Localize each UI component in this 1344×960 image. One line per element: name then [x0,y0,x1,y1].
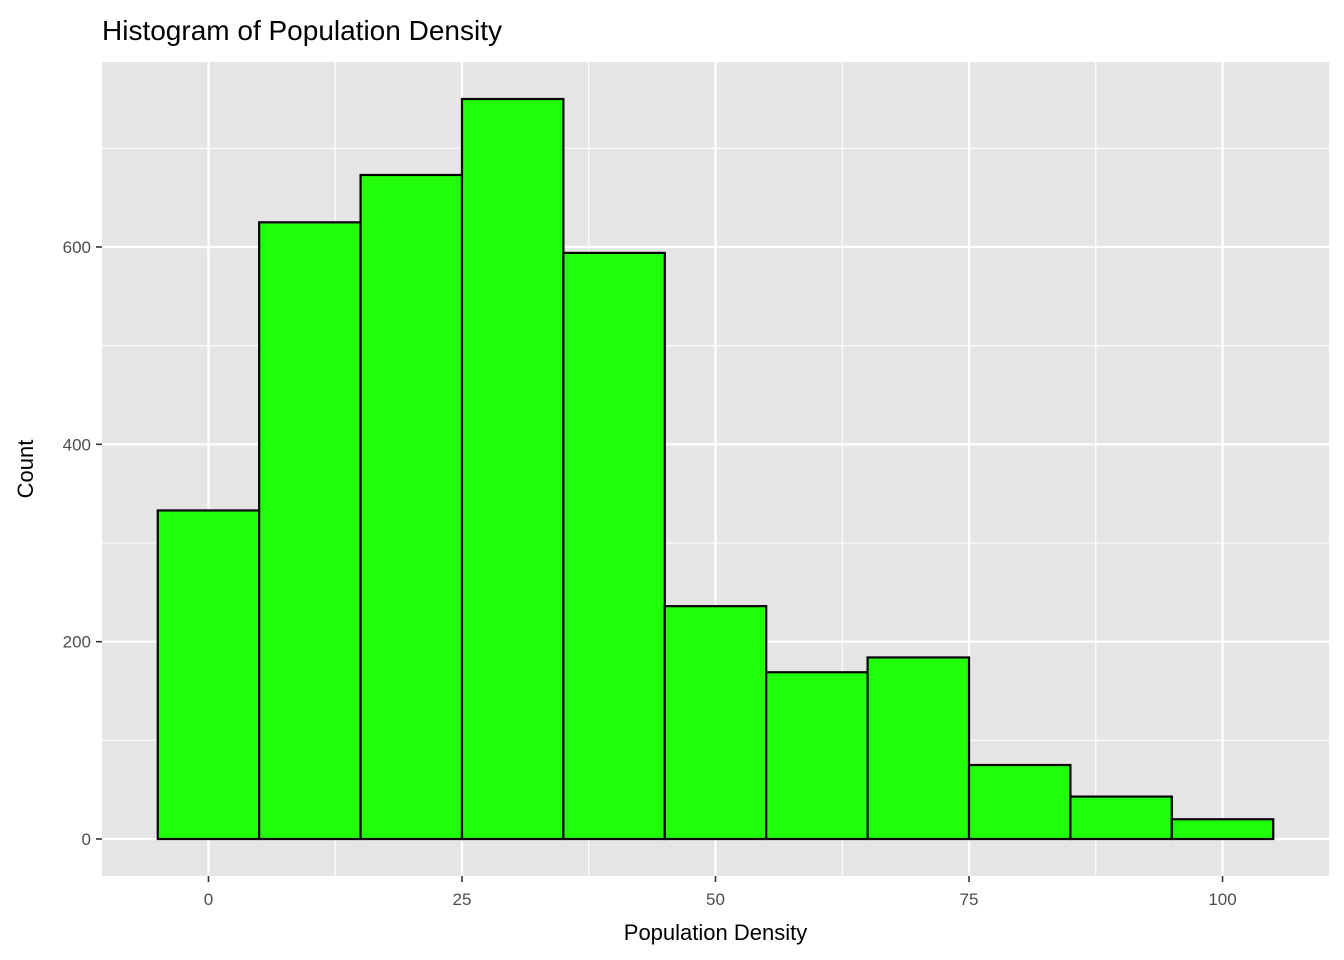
histogram-bar [1170,818,1275,841]
histogram-bar [967,763,1072,841]
y-tick-label: 200 [63,633,91,652]
y-axis-title: Count [13,440,38,499]
histogram-bar [663,605,768,841]
histogram-bar [156,509,261,841]
histogram-bar [258,221,362,841]
chart-title: Histogram of Population Density [102,15,502,46]
histogram-bar [866,656,971,841]
y-tick-label: 600 [63,238,91,257]
histogram-bar [359,173,464,841]
y-tick-label: 400 [63,435,91,454]
x-tick-label: 50 [706,890,725,909]
x-tick-label: 100 [1208,890,1236,909]
x-tick-label: 25 [453,890,472,909]
histogram-bar [1069,795,1173,841]
histogram-bar [765,671,869,841]
x-axis: 0 25 50 75 100 [204,876,1237,909]
x-tick-label: 75 [960,890,979,909]
x-axis-title: Population Density [624,920,807,945]
y-tick-label: 0 [82,830,91,849]
y-axis: 0 200 400 600 [63,238,102,849]
histogram-bar [460,97,565,841]
histogram-bars [156,97,1275,841]
histogram-bar [562,251,666,841]
x-tick-label: 0 [204,890,213,909]
